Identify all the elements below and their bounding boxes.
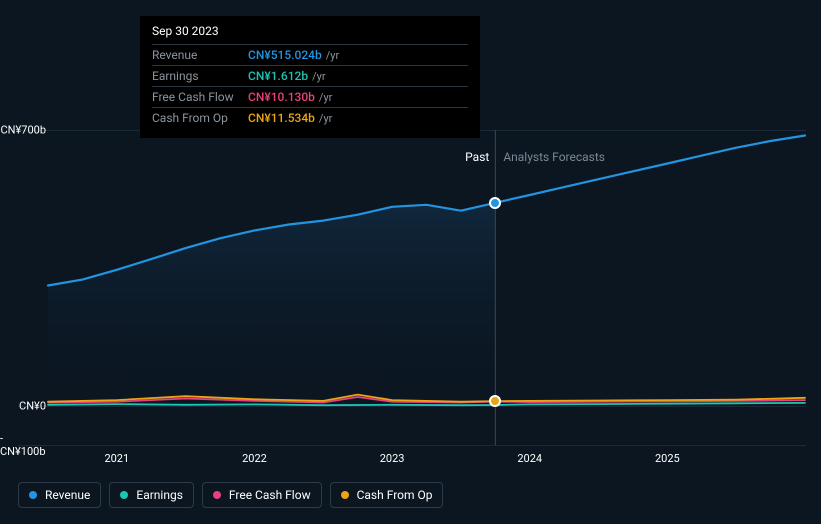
tooltip-row: Free Cash FlowCN¥10.130b/yr bbox=[152, 86, 468, 107]
chart-legend: Revenue Earnings Free Cash Flow Cash From O… bbox=[18, 482, 443, 508]
legend-item-revenue[interactable]: Revenue bbox=[18, 482, 101, 508]
tooltip-row: Cash From OpCN¥11.534b/yr bbox=[152, 107, 468, 128]
tooltip-metric-unit: /yr bbox=[326, 49, 339, 62]
tooltip-metric-unit: /yr bbox=[319, 112, 332, 125]
tooltip-metric-value: CN¥11.534b bbox=[248, 111, 315, 125]
tooltip-metric-value: CN¥10.130b bbox=[248, 90, 315, 104]
tooltip-metric-unit: /yr bbox=[312, 70, 325, 83]
tooltip-row: RevenueCN¥515.024b/yr bbox=[152, 44, 468, 65]
zone-label-past: Past bbox=[465, 150, 489, 164]
cursor-marker-cash_from_op bbox=[489, 395, 501, 407]
tooltip-row: EarningsCN¥1.612b/yr bbox=[152, 65, 468, 86]
legend-dot-icon bbox=[341, 491, 349, 499]
legend-label: Revenue bbox=[45, 488, 90, 502]
tooltip-metric-value: CN¥1.612b bbox=[248, 69, 308, 83]
legend-label: Earnings bbox=[136, 488, 183, 502]
revenue-area bbox=[48, 136, 805, 406]
tooltip-metric-name: Free Cash Flow bbox=[152, 90, 248, 104]
legend-item-earnings[interactable]: Earnings bbox=[109, 482, 194, 508]
tooltip-metric-name: Revenue bbox=[152, 48, 248, 62]
legend-label: Free Cash Flow bbox=[229, 488, 311, 502]
legend-item-cash_from_op[interactable]: Cash From Op bbox=[330, 482, 444, 508]
tooltip-metric-value: CN¥515.024b bbox=[248, 48, 322, 62]
tooltip-metric-unit: /yr bbox=[319, 91, 332, 104]
legend-dot-icon bbox=[29, 491, 37, 499]
chart-tooltip: Sep 30 2023 RevenueCN¥515.024b/yrEarning… bbox=[140, 16, 480, 138]
tooltip-metric-name: Cash From Op bbox=[152, 111, 248, 125]
zone-label-forecast: Analysts Forecasts bbox=[503, 150, 605, 164]
legend-item-free_cash_flow[interactable]: Free Cash Flow bbox=[202, 482, 322, 508]
legend-dot-icon bbox=[120, 491, 128, 499]
financials-chart: CN¥700bCN¥0-CN¥100b 20212022202320242025… bbox=[0, 0, 821, 524]
tooltip-date: Sep 30 2023 bbox=[152, 24, 468, 44]
legend-label: Cash From Op bbox=[357, 488, 433, 502]
legend-dot-icon bbox=[213, 491, 221, 499]
tooltip-metric-name: Earnings bbox=[152, 69, 248, 83]
cursor-marker-revenue bbox=[489, 197, 501, 209]
